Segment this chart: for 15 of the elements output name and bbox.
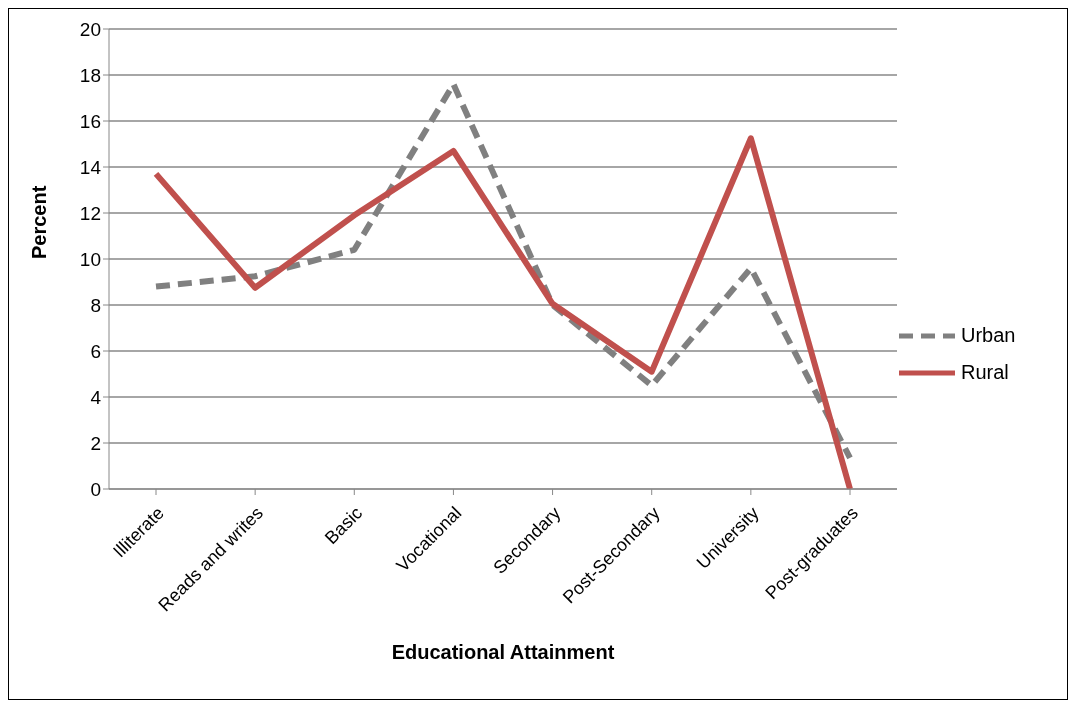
- y-tick-label: 4: [90, 386, 102, 408]
- y-tick-label: 16: [79, 110, 101, 132]
- y-tick-label: 12: [79, 202, 101, 224]
- y-tick-label: 20: [79, 18, 101, 40]
- y-tick-label: 8: [90, 294, 101, 316]
- y-axis-title: Percent: [28, 185, 51, 259]
- y-tick-label: 2: [90, 432, 101, 454]
- y-tick-label: 6: [90, 340, 101, 362]
- legend-label: Rural: [961, 361, 1009, 384]
- y-tick-label: 14: [79, 156, 102, 178]
- y-tick-label: 10: [79, 248, 101, 270]
- y-tick-label: 18: [79, 64, 101, 86]
- x-axis-title: Educational Attainment: [391, 641, 615, 663]
- y-tick-label: 0: [90, 478, 101, 500]
- legend-label: Urban: [961, 324, 1016, 347]
